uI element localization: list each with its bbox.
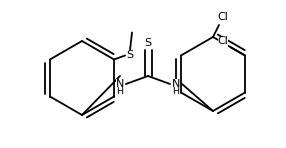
Text: N: N — [172, 79, 180, 89]
Text: H: H — [172, 87, 180, 96]
Text: N: N — [116, 79, 124, 89]
Text: H: H — [116, 87, 124, 96]
Text: Cl: Cl — [218, 37, 229, 46]
Text: S: S — [126, 49, 134, 59]
Text: Cl: Cl — [218, 12, 229, 22]
Text: S: S — [144, 38, 152, 48]
